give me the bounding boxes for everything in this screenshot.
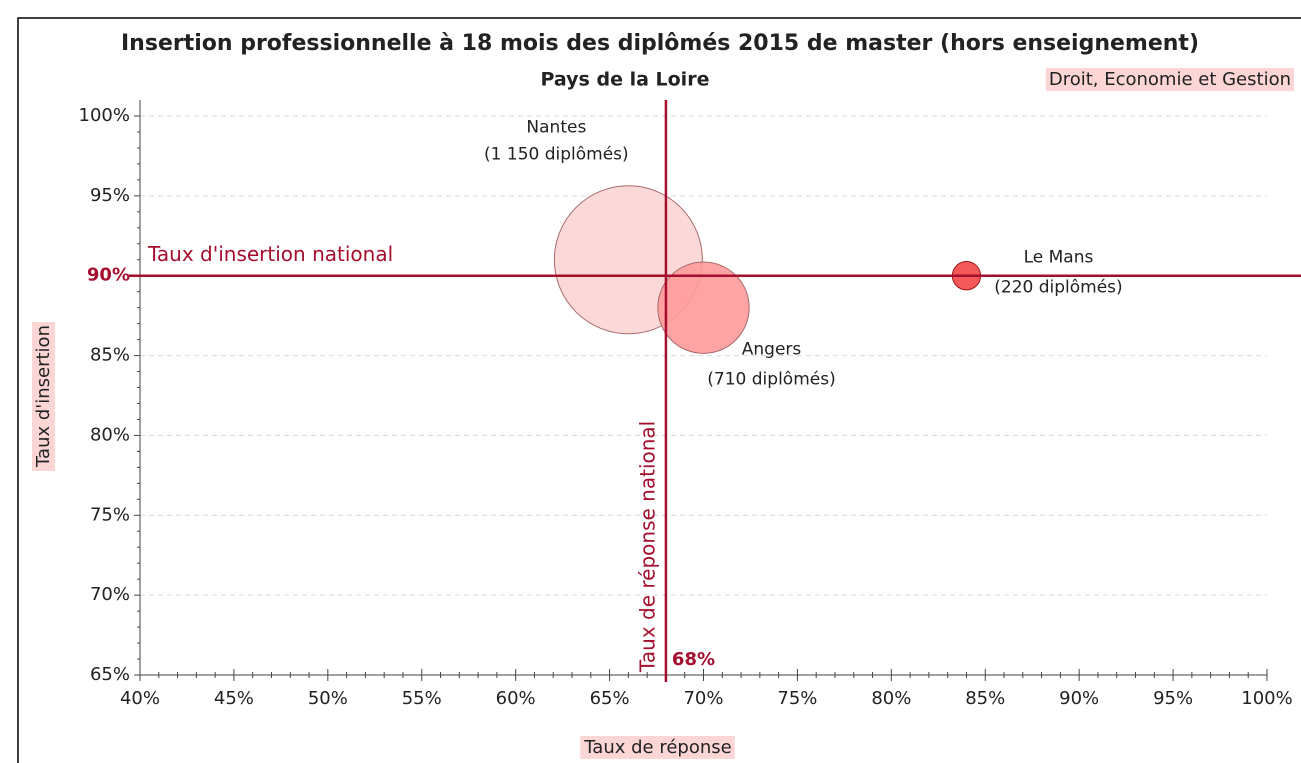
label-background <box>32 322 55 471</box>
y-tick-label: 85% <box>90 345 130 366</box>
label-backgrounds <box>32 68 1294 759</box>
y-tick-label: 65% <box>90 664 130 685</box>
y-tick-label: 80% <box>90 424 130 445</box>
x-axis-title: Taux de réponse <box>583 737 731 758</box>
bubble-name: Nantes <box>526 118 586 138</box>
reference-label: Taux d'insertion national <box>147 242 393 266</box>
x-tick-label: 80% <box>871 688 911 709</box>
x-tick-label: 90% <box>1059 688 1099 709</box>
annotation: Droit, Economie et Gestion <box>1049 69 1291 90</box>
x-tick-label: 45% <box>214 688 254 709</box>
chart-title: Insertion professionnelle à 18 mois des … <box>121 31 1199 56</box>
reference-label: Taux de réponse national <box>635 421 659 673</box>
reference-value-label: 68% <box>672 649 715 670</box>
x-tick-label: 95% <box>1153 688 1193 709</box>
label-background <box>580 736 735 759</box>
x-tick-label: 65% <box>590 688 630 709</box>
y-tick-label: 100% <box>79 105 130 126</box>
x-tick-label: 50% <box>308 688 348 709</box>
x-tick-label: 100% <box>1241 688 1292 709</box>
y-axis-title: Taux d'insertion <box>33 325 54 468</box>
label-background <box>1045 68 1294 91</box>
y-tick-label: 90% <box>87 265 130 286</box>
x-tick-label: 75% <box>777 688 817 709</box>
x-tick-label: 40% <box>120 688 160 709</box>
x-tick-label: 85% <box>965 688 1005 709</box>
chart-frame <box>17 17 1301 763</box>
y-tick-label: 70% <box>90 584 130 605</box>
x-tick-label: 70% <box>683 688 723 709</box>
bubble-size-label: (1 150 diplômés) <box>484 145 629 165</box>
y-tick-label: 95% <box>90 185 130 206</box>
bubble-size-label: (220 diplômés) <box>994 278 1122 298</box>
x-tick-label: 60% <box>496 688 536 709</box>
chart-subtitle: Pays de la Loire <box>541 69 710 91</box>
bubble <box>657 261 750 354</box>
y-tick-label: 75% <box>90 504 130 525</box>
x-tick-label: 55% <box>402 688 442 709</box>
bubble-name: Angers <box>742 340 802 360</box>
bubble-name: Le Mans <box>1024 248 1094 268</box>
bubble-size-label: (710 diplômés) <box>707 370 835 390</box>
